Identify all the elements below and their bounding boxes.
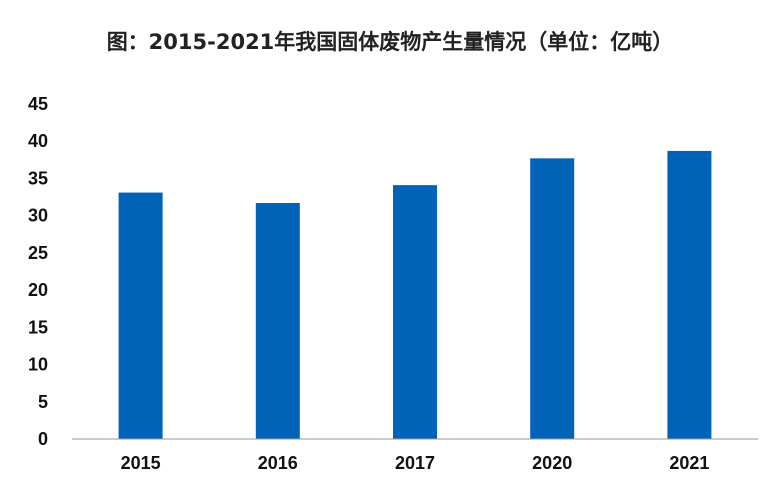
y-tick-label: 45 (28, 94, 48, 114)
x-tick-label: 2020 (532, 453, 572, 473)
bar-2020 (530, 158, 575, 439)
y-tick-label: 35 (28, 168, 48, 188)
x-tick-label: 2021 (669, 453, 709, 473)
chart-title: 图：2015-2021年我国固体废物产生量情况（单位：亿吨） (106, 30, 674, 54)
y-tick-label: 15 (28, 317, 48, 337)
y-tick-label: 5 (38, 392, 48, 412)
bar-2016 (255, 203, 300, 439)
y-tick-label: 30 (28, 206, 48, 226)
x-tick-label: 2016 (258, 453, 298, 473)
bar-2017 (393, 185, 437, 439)
bar-2015 (118, 192, 163, 439)
x-axis-ticks: 2015 2016 2017 2020 2021 (121, 453, 710, 473)
y-tick-label: 10 (28, 355, 48, 375)
x-tick-label: 2015 (121, 453, 161, 473)
y-tick-label: 25 (28, 243, 48, 263)
y-tick-label: 40 (28, 131, 48, 151)
bar-2021 (667, 150, 712, 439)
bars (118, 150, 712, 439)
y-axis-ticks: 0 5 10 15 20 25 30 35 40 45 (28, 94, 48, 449)
y-tick-label: 20 (28, 280, 48, 300)
x-tick-label: 2017 (395, 453, 435, 473)
y-tick-label: 0 (38, 429, 48, 449)
